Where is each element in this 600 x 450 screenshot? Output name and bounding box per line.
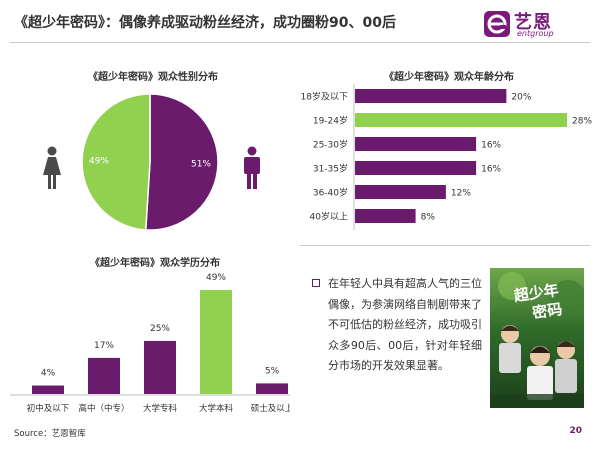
edu-bar-value: 49% (206, 273, 226, 283)
summary-note-text: 在年轻人中具有超高人气的三位偶像，为参演网络自制剧带来了不可低估的粉丝经济，成功… (328, 277, 482, 372)
poster-title-art-2: 密码 (531, 300, 563, 322)
page-title: 《超少年密码》：偶像养成驱动粉丝经济，成功圈粉90、00后 (14, 15, 396, 31)
age-bar-value: 16% (481, 141, 501, 151)
age-bars: 18岁及以下 20% 19-24岁 28% 25-30岁 16% 31-35岁 16% 36-4… (301, 89, 592, 223)
pie-slice-1 (81, 93, 151, 231)
edu-bar (144, 340, 176, 394)
source-note: Source：艺恩智库 (14, 429, 86, 439)
edu-bar (32, 385, 64, 394)
age-bar (355, 137, 477, 151)
age-bar-value: 16% (481, 165, 501, 175)
male-person-icon (244, 146, 260, 189)
logo-mark-icon (484, 11, 510, 37)
edu-tick-label: 大学本科 (199, 403, 234, 414)
gender-pie-chart: 51% 49% (81, 93, 219, 231)
edu-bar-value: 4% (41, 369, 56, 379)
edu-bar (256, 383, 288, 394)
age-tick-label: 31-35岁 (313, 163, 348, 175)
edu-bar-value: 25% (150, 324, 170, 334)
age-bar-chart: 18岁及以下 20% 19-24岁 28% 25-30岁 16% 31-35岁 16% 36-4… (301, 84, 592, 230)
edu-bar-chart: 4% 初中及以下 17% 高中（中专） 25% 大学专科 49% 大学本科 5% 硕士及以上 (10, 273, 290, 414)
pie-label-male: 51% (191, 160, 211, 170)
age-bar (355, 113, 567, 127)
age-tick-label: 25-30岁 (313, 139, 348, 151)
gender-chart-title: 《超少年密码》观众性别分布 (88, 72, 218, 83)
age-bar-value: 12% (451, 189, 471, 199)
age-tick-label: 40岁以上 (310, 211, 348, 223)
pie-slice-0 (144, 93, 219, 231)
section-divider (300, 245, 590, 246)
title-divider (10, 42, 590, 43)
drama-poster-image: 超少年 密码 (490, 268, 584, 408)
page-number: 20 (569, 426, 582, 436)
edu-bar-value: 17% (94, 341, 114, 351)
age-bar-value: 20% (511, 93, 531, 103)
age-bar-value: 8% (421, 213, 436, 223)
edu-tick-label: 高中（中专） (78, 403, 129, 414)
female-person-icon (43, 146, 61, 189)
edu-tick-label: 硕士及以上 (251, 403, 290, 414)
age-bar (355, 89, 507, 103)
logo-text-cn: 艺恩 (514, 12, 552, 33)
age-bar (355, 185, 446, 199)
age-bar-value: 28% (572, 117, 592, 127)
edu-tick-label: 大学专科 (143, 403, 178, 414)
logo-text-en: entgroup (517, 29, 554, 38)
summary-note: 在年轻人中具有超高人气的三位偶像，为参演网络自制剧带来了不可低估的粉丝经济，成功… (300, 262, 590, 412)
age-tick-label: 18岁及以下 (301, 91, 348, 103)
edu-bars: 4% 初中及以下 17% 高中（中专） 25% 大学专科 49% 大学本科 5% 硕士及以上 (27, 273, 290, 414)
entgroup-logo: 艺恩 entgroup (483, 8, 593, 40)
pie-group (81, 93, 219, 231)
edu-tick-label: 初中及以下 (27, 403, 70, 414)
age-chart-title: 《超少年密码》观众年龄分布 (384, 72, 514, 83)
square-bullet-icon (312, 279, 320, 287)
edu-bar (200, 290, 232, 394)
age-bar (355, 161, 477, 175)
pie-label-female: 49% (89, 156, 109, 166)
age-bar (355, 209, 416, 223)
edu-bar-value: 5% (265, 366, 280, 376)
edu-bar (88, 357, 120, 394)
age-tick-label: 19-24岁 (313, 115, 348, 127)
age-tick-label: 36-40岁 (313, 187, 348, 199)
edu-chart-title: 《超少年密码》观众学历分布 (90, 258, 220, 269)
